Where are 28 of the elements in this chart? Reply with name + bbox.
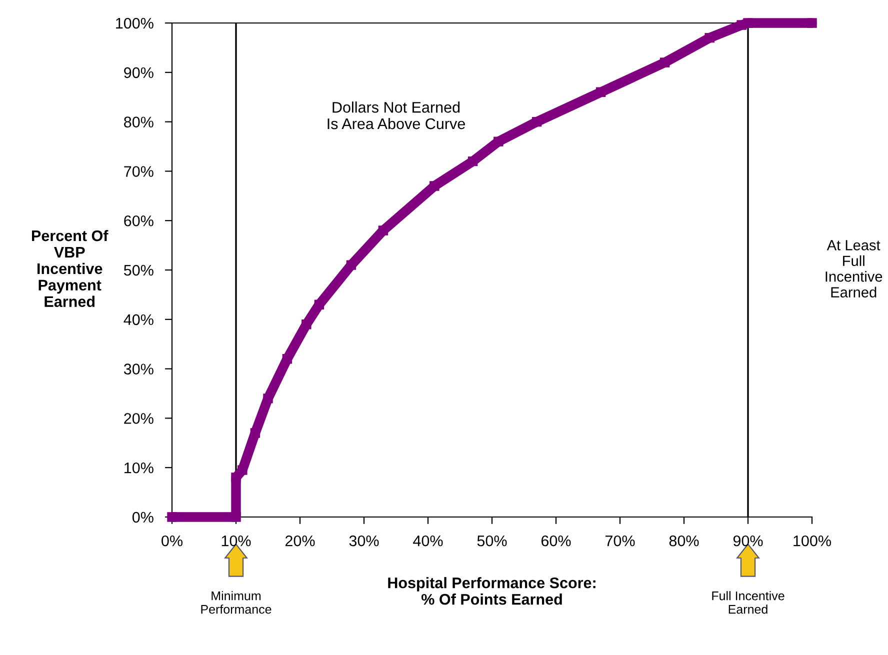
text: Full Incentive Earned [712,591,784,614]
x-tick-label: 0% [162,535,182,546]
y-tick-label: 20% [124,413,154,424]
x-axis-title: Hospital Performance Score: % Of Points Earned [388,577,596,605]
y-tick-label: 60% [124,215,154,226]
x-tick-label: 100% [794,535,831,546]
x-tick-label: 10% [222,535,251,546]
x-tick-label: 70% [605,535,635,546]
x-tick-label: 30% [349,535,379,546]
text: Minimum Performance [201,591,272,614]
x-tick-label: 20% [285,535,315,546]
x-tick-label: 80% [669,535,699,546]
y-tick-label: 10% [124,462,154,474]
y-tick-label: 100% [116,18,154,29]
x-tick-label: 50% [477,535,507,546]
y-tick-label: 90% [124,67,154,78]
y-tick-label: 30% [124,364,154,374]
y-tick-label: 80% [124,116,154,128]
y-tick-label: 50% [124,264,154,276]
y-axis-title: Percent Of VBP Incentive Payment Earned [32,230,108,308]
y-tick-label: 0% [132,512,154,523]
y-tick-label: 70% [124,166,154,177]
text: At Least Full Incentive Earned [826,240,882,298]
x-tick-label: 60% [541,535,571,546]
x-tick-label: 40% [413,535,443,546]
y-tick-label: 40% [124,314,154,326]
annotation: Dollars Not Earned Is Area Above Curve [328,102,465,130]
x-tick-label: 90% [733,535,763,546]
